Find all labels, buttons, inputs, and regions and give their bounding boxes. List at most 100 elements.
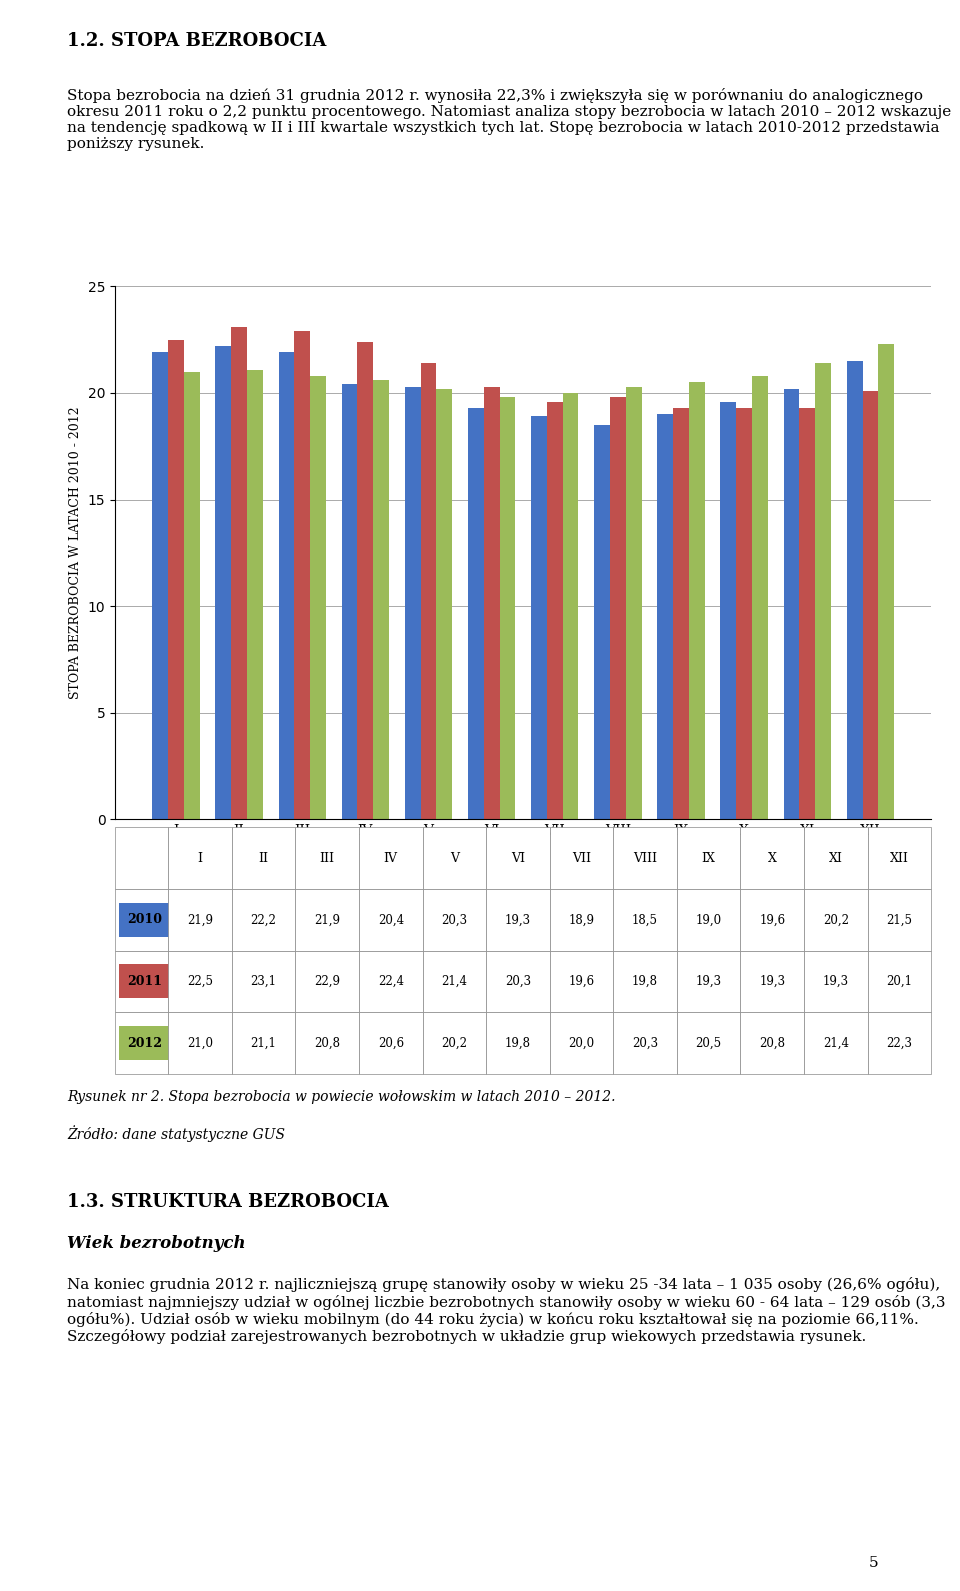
Bar bbox=[484, 387, 499, 819]
Bar bbox=[437, 388, 452, 819]
Bar bbox=[296, 950, 359, 1012]
Text: 20,2: 20,2 bbox=[823, 913, 849, 926]
Text: 2010: 2010 bbox=[127, 913, 162, 926]
Text: 20,8: 20,8 bbox=[759, 1037, 785, 1050]
Text: 21,4: 21,4 bbox=[442, 975, 468, 988]
Text: 19,3: 19,3 bbox=[696, 975, 722, 988]
Text: 21,9: 21,9 bbox=[314, 913, 340, 926]
Bar bbox=[296, 827, 359, 889]
Text: 5: 5 bbox=[869, 1556, 878, 1570]
Bar bbox=[310, 375, 325, 819]
Text: Wiek bezrobotnych: Wiek bezrobotnych bbox=[67, 1235, 246, 1252]
Bar bbox=[689, 382, 705, 819]
Text: 22,3: 22,3 bbox=[886, 1037, 912, 1050]
Bar bbox=[231, 889, 296, 950]
Text: 19,0: 19,0 bbox=[696, 913, 722, 926]
Bar bbox=[868, 889, 931, 950]
Text: 19,6: 19,6 bbox=[759, 913, 785, 926]
Text: 21,5: 21,5 bbox=[886, 913, 912, 926]
Bar bbox=[815, 363, 831, 819]
Bar bbox=[740, 889, 804, 950]
Bar bbox=[168, 340, 184, 819]
Bar bbox=[119, 964, 170, 999]
Text: 21,0: 21,0 bbox=[187, 1037, 213, 1050]
Text: 20,0: 20,0 bbox=[568, 1037, 594, 1050]
Bar bbox=[677, 950, 740, 1012]
Bar bbox=[804, 827, 868, 889]
Bar bbox=[468, 407, 484, 819]
Bar bbox=[168, 1012, 231, 1074]
Text: Żródło: dane statystyczne GUS: Żródło: dane statystyczne GUS bbox=[67, 1126, 285, 1142]
Bar bbox=[357, 342, 373, 819]
Text: 2011: 2011 bbox=[127, 975, 162, 988]
Text: 20,6: 20,6 bbox=[377, 1037, 404, 1050]
Text: 20,4: 20,4 bbox=[377, 913, 404, 926]
Bar bbox=[847, 361, 862, 819]
Bar bbox=[740, 1012, 804, 1074]
Text: 21,9: 21,9 bbox=[187, 913, 213, 926]
Bar bbox=[359, 950, 422, 1012]
Bar bbox=[231, 326, 247, 819]
Bar bbox=[247, 369, 263, 819]
Text: V: V bbox=[450, 851, 459, 864]
Bar bbox=[673, 407, 689, 819]
Bar bbox=[550, 950, 613, 1012]
Bar bbox=[658, 414, 673, 819]
Bar bbox=[231, 827, 296, 889]
Text: 21,4: 21,4 bbox=[823, 1037, 849, 1050]
Text: II: II bbox=[258, 851, 269, 864]
Bar bbox=[610, 398, 626, 819]
Text: 19,3: 19,3 bbox=[505, 913, 531, 926]
Bar bbox=[752, 375, 768, 819]
Bar bbox=[862, 391, 878, 819]
Bar bbox=[119, 902, 170, 937]
Text: 20,1: 20,1 bbox=[886, 975, 912, 988]
Text: 19,8: 19,8 bbox=[505, 1037, 531, 1050]
Bar bbox=[115, 1012, 168, 1074]
Text: I: I bbox=[198, 851, 203, 864]
Bar bbox=[613, 827, 677, 889]
Bar bbox=[868, 950, 931, 1012]
Text: Stopa bezrobocia na dzień 31 grudnia 2012 r. wynosiła 22,3% i zwiększyła się w p: Stopa bezrobocia na dzień 31 grudnia 201… bbox=[67, 88, 951, 151]
Text: 20,8: 20,8 bbox=[314, 1037, 340, 1050]
Text: 20,5: 20,5 bbox=[696, 1037, 722, 1050]
Bar bbox=[422, 889, 486, 950]
Bar bbox=[231, 950, 296, 1012]
Text: 20,2: 20,2 bbox=[442, 1037, 468, 1050]
Bar bbox=[677, 889, 740, 950]
Bar bbox=[359, 1012, 422, 1074]
Bar bbox=[115, 827, 168, 889]
Bar bbox=[878, 344, 894, 819]
Text: IV: IV bbox=[384, 851, 397, 864]
Text: 18,5: 18,5 bbox=[632, 913, 659, 926]
Bar bbox=[736, 407, 752, 819]
Bar bbox=[168, 889, 231, 950]
Bar bbox=[422, 950, 486, 1012]
Text: III: III bbox=[320, 851, 335, 864]
Text: 20,3: 20,3 bbox=[505, 975, 531, 988]
Bar bbox=[115, 889, 168, 950]
Text: 19,6: 19,6 bbox=[568, 975, 594, 988]
Bar bbox=[677, 827, 740, 889]
Bar bbox=[295, 331, 310, 819]
Bar bbox=[486, 827, 550, 889]
Text: 19,3: 19,3 bbox=[823, 975, 849, 988]
Bar bbox=[342, 385, 357, 819]
Text: XI: XI bbox=[828, 851, 843, 864]
Bar bbox=[422, 1012, 486, 1074]
Y-axis label: STOPA BEZROBOCIA W LATACH 2010 - 2012: STOPA BEZROBOCIA W LATACH 2010 - 2012 bbox=[69, 407, 83, 698]
Bar bbox=[800, 407, 815, 819]
Text: 1.3. STRUKTURA BEZROBOCIA: 1.3. STRUKTURA BEZROBOCIA bbox=[67, 1193, 389, 1211]
Text: VI: VI bbox=[511, 851, 525, 864]
Bar bbox=[550, 827, 613, 889]
Bar bbox=[677, 1012, 740, 1074]
Bar bbox=[626, 387, 641, 819]
Bar bbox=[296, 1012, 359, 1074]
Bar bbox=[405, 387, 420, 819]
Bar bbox=[231, 1012, 296, 1074]
Text: 20,3: 20,3 bbox=[442, 913, 468, 926]
Text: 22,2: 22,2 bbox=[251, 913, 276, 926]
Text: 22,4: 22,4 bbox=[378, 975, 404, 988]
Text: 20,3: 20,3 bbox=[632, 1037, 659, 1050]
Bar bbox=[550, 1012, 613, 1074]
